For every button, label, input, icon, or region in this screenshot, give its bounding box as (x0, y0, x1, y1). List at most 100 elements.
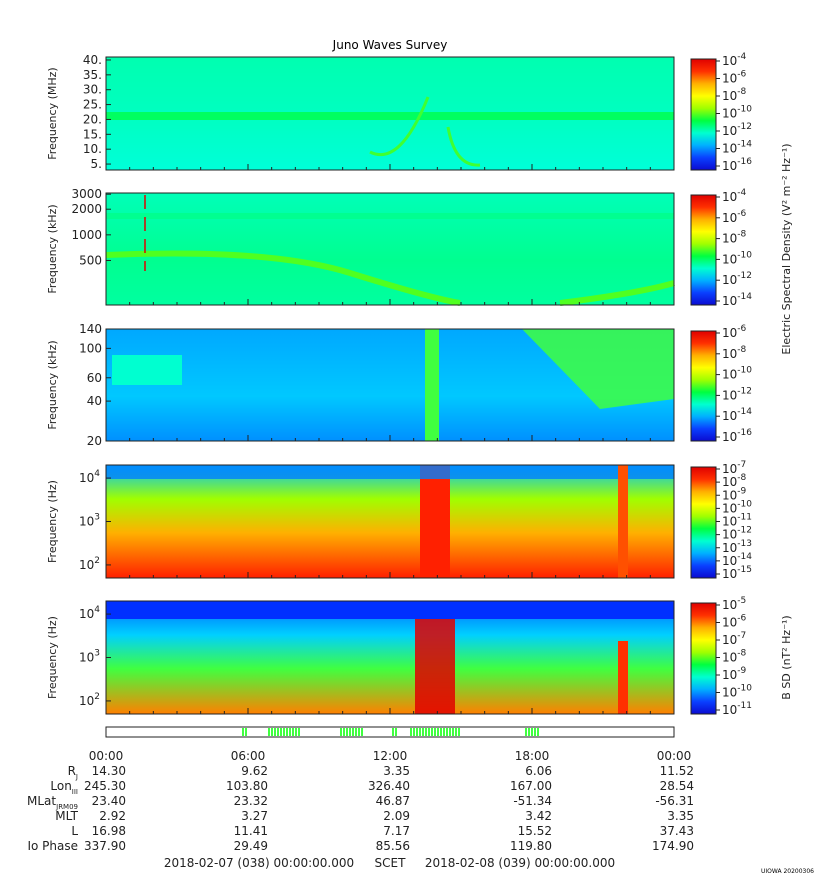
tick-base: 10 (79, 607, 94, 621)
colorbar (690, 194, 717, 306)
ephemeris-label: MLatJRM09 (27, 794, 78, 811)
activity-mark (392, 728, 394, 736)
tick-base: 10 (79, 515, 94, 529)
ephemeris-value: 6.06 (525, 764, 552, 778)
tick-base: 10 (722, 72, 737, 86)
ephemeris-value: 2.92 (99, 809, 126, 823)
tick-exponent: 4 (94, 469, 100, 479)
activity-mark (242, 728, 244, 736)
tick-exponent: -7 (737, 460, 746, 470)
ephemeris-label-text: Io Phase (27, 839, 78, 853)
ephemeris-value: 2.09 (383, 809, 410, 823)
activity-mark (277, 728, 279, 736)
ephemeris-label-sub: III (72, 788, 78, 796)
tick-exponent: -9 (737, 666, 746, 676)
emission-patch (112, 355, 182, 385)
y-tick-label: 30. (83, 83, 102, 97)
activity-mark (298, 728, 300, 736)
y-tick-label: 103 (79, 513, 100, 529)
tick-base: 10 (722, 368, 737, 382)
colorbar-tick-label: 10-16 (722, 157, 752, 173)
ephemeris-value: 11.41 (234, 824, 268, 838)
tick-base: 10 (722, 347, 737, 361)
colorbar-tick-label: 10-14 (722, 140, 752, 156)
y-tick-label: 15. (83, 127, 102, 141)
colorbar-tick-label: 10-12 (722, 386, 752, 402)
ephemeris-value: 3.35 (383, 764, 410, 778)
colorbar-tick-label: 10-6 (722, 614, 747, 630)
tick-base: 10 (722, 252, 737, 266)
emission-region (522, 329, 674, 409)
tick-exponent: -8 (737, 473, 746, 483)
ephemeris-label: RJ (68, 764, 78, 781)
activity-mark (440, 728, 442, 736)
activity-mark (431, 728, 433, 736)
tick-base: 10 (722, 142, 737, 156)
tick-base: 10 (722, 651, 737, 665)
tick-exponent: -12 (737, 122, 752, 132)
tick-exponent: -10 (737, 684, 752, 694)
colorbar (690, 330, 717, 442)
tick-base: 10 (722, 567, 737, 581)
ephemeris-value: 46.87 (376, 794, 410, 808)
panel-1: 40.35.30.25.20.15.10.5. Frequency (MHz) 10… (46, 52, 752, 173)
y-axis-label: Frequency (kHz) (46, 340, 59, 429)
y-tick-label: 20. (83, 112, 102, 126)
tick-base: 10 (722, 668, 737, 682)
tick-exponent: -14 (737, 140, 752, 150)
colorbar-tick-label: 10-13 (722, 539, 752, 555)
tick-exponent: 3 (94, 649, 100, 659)
tick-base: 10 (722, 89, 737, 103)
colorbar-tick-label: 10-4 (722, 52, 747, 68)
ephemeris-value: 37.43 (660, 824, 694, 838)
time-tick-label: 06:00 (231, 749, 266, 763)
ephemeris-value: 337.90 (84, 839, 126, 853)
tick-exponent: -16 (737, 157, 752, 167)
tick-exponent: -15 (737, 565, 752, 575)
tick-exponent: -14 (737, 292, 752, 302)
colorbar-tick-label: 10-4 (722, 188, 747, 204)
y-tick-label: 100 (79, 341, 102, 355)
activity-mark (286, 728, 288, 736)
y-axis-label: Frequency (Hz) (46, 616, 59, 699)
emission-band (559, 280, 675, 306)
ephemeris-value: 14.30 (92, 764, 126, 778)
tick-exponent: -14 (737, 552, 752, 562)
activity-mark (340, 728, 342, 736)
colorbar-label: B SD (nT² Hz⁻¹) (780, 615, 793, 699)
tick-base: 10 (722, 124, 737, 138)
activity-mark (413, 728, 415, 736)
activity-mark (245, 728, 247, 736)
tick-exponent: -6 (737, 70, 746, 80)
tick-base: 10 (722, 409, 737, 423)
tick-exponent: -10 (737, 366, 752, 376)
end-time: 2018-02-08 (039) 00:00:00.000 (425, 856, 615, 870)
colorbar-tick-label: 10-8 (722, 345, 747, 361)
emission-band (106, 601, 674, 619)
y-tick-label: 5. (91, 157, 102, 171)
colorbar-label: Electric Spectral Density (V² m⁻² Hz⁻¹) (780, 143, 793, 354)
tick-exponent: -16 (737, 428, 752, 438)
ephemeris-value: 103.80 (226, 779, 268, 793)
tick-base: 10 (722, 462, 737, 476)
colorbar-tick-label: 10-9 (722, 666, 747, 682)
tick-base: 10 (722, 598, 737, 612)
tick-base: 10 (79, 651, 94, 665)
activity-mark (355, 728, 357, 736)
tick-base: 10 (722, 159, 737, 173)
colorbar-tick-label: 10-6 (722, 70, 747, 86)
tick-exponent: -9 (737, 486, 746, 496)
credit-label: UIOWA 20200306 (761, 868, 814, 875)
emission-arc (369, 96, 430, 157)
y-tick-label: 40 (87, 394, 102, 408)
ephemeris-value: 326.40 (368, 779, 410, 793)
tick-exponent: -12 (737, 526, 752, 536)
ephemeris-value: 85.56 (376, 839, 410, 853)
ephemeris-label: LonIII (50, 779, 78, 796)
tick-exponent: -6 (737, 209, 746, 219)
activity-mark (425, 728, 427, 736)
activity-mark (274, 728, 276, 736)
